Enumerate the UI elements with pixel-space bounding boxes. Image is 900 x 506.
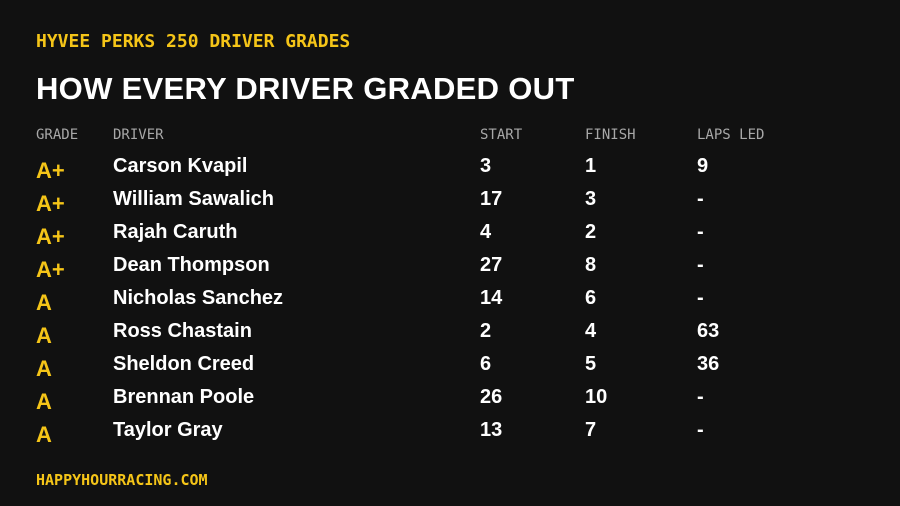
- driver: Ross Chastain: [113, 320, 252, 342]
- finish: 8: [585, 254, 597, 276]
- laps-led: 9: [697, 155, 709, 177]
- column-header: GRADE: [36, 127, 79, 143]
- start: 3: [480, 155, 492, 177]
- driver: Carson Kvapil: [113, 155, 248, 177]
- grade: A: [36, 356, 52, 381]
- finish: 10: [585, 386, 608, 408]
- laps-led: 36: [697, 353, 720, 375]
- finish: 5: [585, 353, 597, 375]
- title: HOW EVERY DRIVER GRADED OUT: [36, 71, 575, 106]
- footer-site: HAPPYHOURRACING.COM: [36, 471, 208, 489]
- start: 17: [480, 188, 503, 210]
- start: 26: [480, 386, 503, 408]
- finish: 3: [585, 188, 597, 210]
- finish: 4: [585, 320, 597, 342]
- start: 14: [480, 287, 503, 309]
- laps-led: -: [697, 386, 704, 408]
- driver: William Sawalich: [113, 188, 274, 210]
- driver: Brennan Poole: [113, 386, 255, 408]
- start: 13: [480, 419, 503, 441]
- laps-led: -: [697, 419, 704, 441]
- subtitle: HYVEE PERKS 250 DRIVER GRADES: [36, 31, 351, 52]
- driver: Dean Thompson: [113, 254, 270, 276]
- grade: A: [36, 422, 52, 447]
- finish: 6: [585, 287, 597, 309]
- column-header: LAPS LED: [697, 127, 765, 143]
- grade: A+: [36, 224, 65, 249]
- grade: A: [36, 323, 52, 348]
- grade: A+: [36, 191, 65, 216]
- finish: 7: [585, 419, 597, 441]
- laps-led: -: [697, 287, 704, 309]
- grade: A: [36, 290, 52, 315]
- start: 2: [480, 320, 492, 342]
- start: 6: [480, 353, 492, 375]
- driver: Taylor Gray: [113, 419, 223, 441]
- driver: Nicholas Sanchez: [113, 287, 284, 309]
- column-header: DRIVER: [113, 127, 164, 143]
- start: 27: [480, 254, 503, 276]
- finish: 2: [585, 221, 597, 243]
- laps-led: -: [697, 188, 704, 210]
- driver: Sheldon Creed: [113, 353, 255, 375]
- driver: Rajah Caruth: [113, 221, 238, 243]
- laps-led: -: [697, 254, 704, 276]
- laps-led: -: [697, 221, 704, 243]
- column-header: START: [480, 127, 523, 143]
- start: 4: [480, 221, 492, 243]
- grade: A+: [36, 257, 65, 282]
- laps-led: 63: [697, 320, 720, 342]
- column-header: FINISH: [585, 127, 636, 143]
- grade: A+: [36, 158, 65, 183]
- finish: 1: [585, 155, 597, 177]
- grade: A: [36, 389, 52, 414]
